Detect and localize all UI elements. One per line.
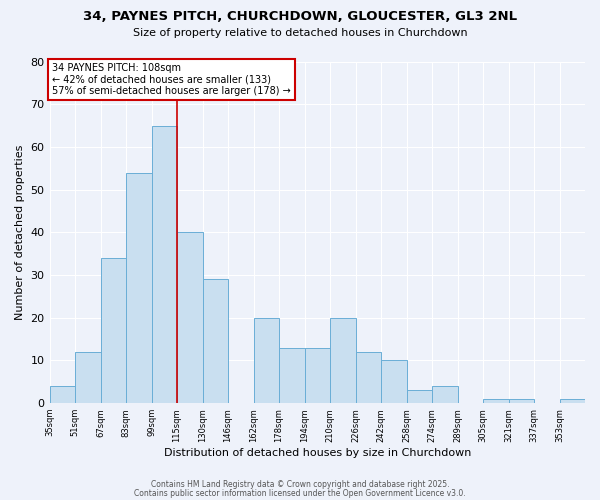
X-axis label: Distribution of detached houses by size in Churchdown: Distribution of detached houses by size … <box>164 448 471 458</box>
Text: Size of property relative to detached houses in Churchdown: Size of property relative to detached ho… <box>133 28 467 38</box>
Bar <box>330 318 356 403</box>
Text: 34 PAYNES PITCH: 108sqm
← 42% of detached houses are smaller (133)
57% of semi-d: 34 PAYNES PITCH: 108sqm ← 42% of detache… <box>52 63 291 96</box>
Bar <box>177 232 203 403</box>
Bar <box>356 352 381 403</box>
Bar <box>203 280 228 403</box>
Bar <box>407 390 432 403</box>
Text: 34, PAYNES PITCH, CHURCHDOWN, GLOUCESTER, GL3 2NL: 34, PAYNES PITCH, CHURCHDOWN, GLOUCESTER… <box>83 10 517 23</box>
Bar <box>75 352 101 403</box>
Bar <box>432 386 458 403</box>
Text: Contains public sector information licensed under the Open Government Licence v3: Contains public sector information licen… <box>134 488 466 498</box>
Bar <box>381 360 407 403</box>
Bar <box>126 172 152 403</box>
Bar <box>254 318 279 403</box>
Y-axis label: Number of detached properties: Number of detached properties <box>15 144 25 320</box>
Text: Contains HM Land Registry data © Crown copyright and database right 2025.: Contains HM Land Registry data © Crown c… <box>151 480 449 489</box>
Bar <box>50 386 75 403</box>
Bar <box>560 399 585 403</box>
Bar <box>305 348 330 403</box>
Bar <box>152 126 177 403</box>
Bar <box>279 348 305 403</box>
Bar <box>483 399 509 403</box>
Bar <box>509 399 534 403</box>
Bar <box>101 258 126 403</box>
